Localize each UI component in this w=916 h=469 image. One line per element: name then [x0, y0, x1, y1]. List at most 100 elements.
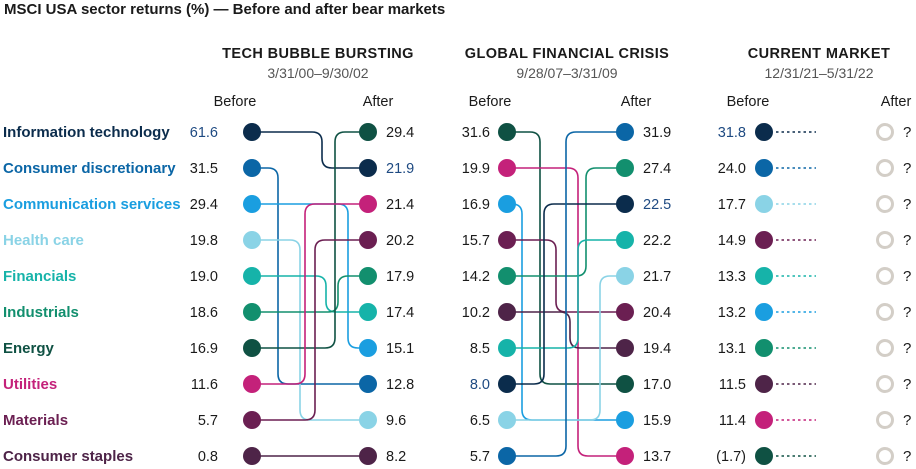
- p2-before-dot-consumer-discretionary: [498, 447, 516, 465]
- sector-label-industrials: Industrials: [3, 304, 79, 321]
- p1-after-dot-industrials: [359, 267, 377, 285]
- p3-after-unknown-energy: ?: [903, 448, 911, 465]
- p3-before-value-financials: 13.3: [718, 269, 746, 285]
- p1-before-dot-consumer-staples: [243, 447, 261, 465]
- p2-after-value-health-care: 21.7: [643, 269, 671, 285]
- p1-before-dot-information-technology: [243, 123, 261, 141]
- period-3-dates: 12/31/21–5/31/22: [765, 65, 874, 81]
- p2-after-value-materials: 20.4: [643, 305, 671, 321]
- p2-before-dot-financials: [498, 339, 516, 357]
- p2-after-dot-consumer-discretionary: [616, 123, 634, 141]
- p1-before-dot-consumer-discretionary: [243, 159, 261, 177]
- p3-after-unknown-dot-information-technology: [876, 123, 894, 141]
- p1-after-dot-consumer-discretionary: [359, 375, 377, 393]
- p1-after-value-financials: 17.4: [386, 305, 414, 321]
- p1-connector-utilities: [252, 203, 368, 385]
- p1-before-dot-utilities: [243, 375, 261, 393]
- p3-before-dot-energy: [755, 447, 773, 465]
- p2-before-value-information-technology: 8.0: [470, 377, 490, 393]
- period-3-after-header: After: [881, 94, 912, 110]
- p2-after-dot-information-technology: [616, 195, 634, 213]
- p1-after-value-information-technology: 21.9: [386, 161, 414, 177]
- p2-connector-consumer-staples: [507, 311, 625, 349]
- p1-before-value-health-care: 19.8: [190, 233, 218, 249]
- p3-before-dot-materials: [755, 231, 773, 249]
- p1-after-dot-financials: [359, 303, 377, 321]
- p2-before-dot-utilities: [498, 159, 516, 177]
- p1-connector-industrials: [252, 275, 368, 313]
- sector-label-materials: Materials: [3, 412, 68, 429]
- p1-after-value-consumer-staples: 8.2: [386, 449, 406, 465]
- sector-label-communication-services: Communication services: [3, 196, 181, 213]
- p3-after-unknown-health-care: ?: [903, 196, 911, 213]
- p2-after-value-consumer-discretionary: 31.9: [643, 125, 671, 141]
- p3-after-unknown-consumer-staples: ?: [903, 376, 911, 393]
- p1-after-dot-health-care: [359, 411, 377, 429]
- sector-label-energy: Energy: [3, 340, 55, 357]
- period-2-name: GLOBAL FINANCIAL CRISIS: [465, 46, 669, 62]
- p2-after-dot-health-care: [616, 267, 634, 285]
- p2-before-dot-communication-services: [498, 195, 516, 213]
- p1-after-value-energy: 29.4: [386, 125, 414, 141]
- p3-after-unknown-dot-communication-services: [876, 303, 894, 321]
- p1-before-value-industrials: 18.6: [190, 305, 218, 321]
- period-2-before-header: Before: [469, 94, 512, 110]
- period-1-before-header: Before: [214, 94, 257, 110]
- p1-before-dot-materials: [243, 411, 261, 429]
- p1-before-value-communication-services: 29.4: [190, 197, 218, 213]
- p1-after-value-health-care: 9.6: [386, 413, 406, 429]
- p1-after-dot-communication-services: [359, 339, 377, 357]
- p3-before-dot-utilities: [755, 411, 773, 429]
- p2-before-dot-energy: [498, 123, 516, 141]
- sector-label-consumer-discretionary: Consumer discretionary: [3, 160, 176, 177]
- p2-after-dot-financials: [616, 231, 634, 249]
- p3-before-dot-communication-services: [755, 303, 773, 321]
- column-headers: Before After Before After Before After: [214, 94, 912, 110]
- p3-before-dot-health-care: [755, 195, 773, 213]
- p2-after-value-industrials: 27.4: [643, 161, 671, 177]
- p3-after-unknown-dot-consumer-staples: [876, 375, 894, 393]
- p3-after-unknown-dot-materials: [876, 231, 894, 249]
- data-marks: 61.6 31.5 29.4 19.8 19.0 18.6 16.9 11.6 5.7 0.8 29…: [190, 123, 911, 465]
- p2-after-dot-industrials: [616, 159, 634, 177]
- p1-before-value-information-technology: 61.6: [190, 125, 218, 141]
- p3-after-unknown-communication-services: ?: [903, 304, 911, 321]
- p2-before-dot-health-care: [498, 411, 516, 429]
- p3-before-dot-consumer-discretionary: [755, 159, 773, 177]
- p3-before-value-information-technology: 31.8: [718, 125, 746, 141]
- p2-before-dot-industrials: [498, 267, 516, 285]
- p3-before-value-energy: (1.7): [716, 449, 746, 465]
- p3-before-dot-financials: [755, 267, 773, 285]
- p3-before-dot-consumer-staples: [755, 375, 773, 393]
- p1-before-dot-energy: [243, 339, 261, 357]
- p1-before-value-energy: 16.9: [190, 341, 218, 357]
- p2-after-dot-materials: [616, 303, 634, 321]
- p1-before-dot-communication-services: [243, 195, 261, 213]
- p2-connector-financials: [507, 239, 625, 349]
- p2-before-value-communication-services: 16.9: [462, 197, 490, 213]
- p2-before-value-health-care: 6.5: [470, 413, 490, 429]
- p1-after-value-industrials: 17.9: [386, 269, 414, 285]
- p3-after-unknown-materials: ?: [903, 232, 911, 249]
- p1-connector-materials: [252, 239, 368, 421]
- p2-before-dot-materials: [498, 231, 516, 249]
- p3-before-value-utilities: 11.4: [719, 413, 746, 429]
- p1-before-dot-industrials: [243, 303, 261, 321]
- p1-before-dot-financials: [243, 267, 261, 285]
- period-3-before-header: Before: [727, 94, 770, 110]
- p3-after-unknown-consumer-discretionary: ?: [903, 160, 911, 177]
- p3-after-unknown-dot-consumer-discretionary: [876, 159, 894, 177]
- p2-after-value-consumer-staples: 19.4: [643, 341, 671, 357]
- p3-after-unknown-dot-energy: [876, 447, 894, 465]
- p1-after-dot-consumer-staples: [359, 447, 377, 465]
- p2-before-value-materials: 15.7: [462, 233, 490, 249]
- p3-after-unknown-dot-health-care: [876, 195, 894, 213]
- period-1-after-header: After: [363, 94, 394, 110]
- chart-title: MSCI USA sector returns (%) — Before and…: [4, 1, 445, 18]
- p2-connector-energy: [507, 131, 625, 385]
- p3-after-unknown-dot-utilities: [876, 411, 894, 429]
- p2-connector-industrials: [507, 167, 625, 277]
- p2-after-dot-energy: [616, 375, 634, 393]
- p1-after-dot-utilities: [359, 195, 377, 213]
- p2-after-value-communication-services: 15.9: [643, 413, 671, 429]
